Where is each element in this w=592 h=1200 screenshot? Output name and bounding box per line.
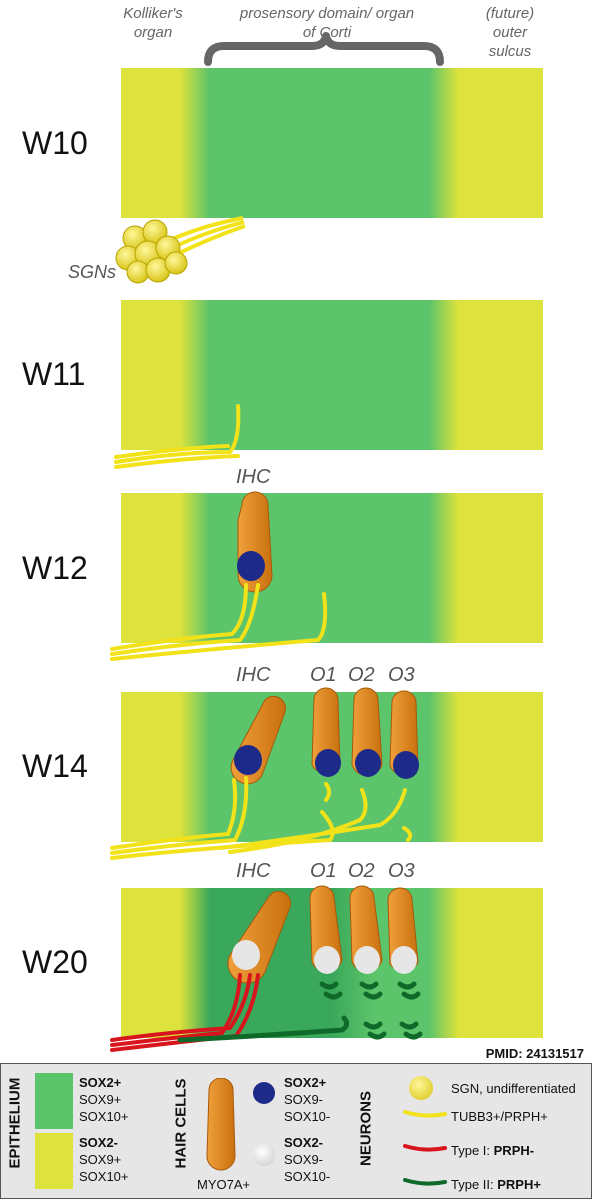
ihc-w12 <box>237 491 273 593</box>
pmid-label: PMID: 24131517 <box>485 1046 584 1061</box>
band-w12 <box>121 493 543 643</box>
week-label-w12: W12 <box>22 550 88 586</box>
legend-type1-text: Type I: PRPH- <box>451 1143 535 1158</box>
legend-green-text: SOX2+ SOX9+ SOX10+ <box>79 1075 129 1124</box>
ihc-w14 <box>230 695 287 785</box>
legend-yellow-text: SOX2- SOX9+ SOX10+ <box>79 1135 129 1184</box>
ohc1-w14 <box>311 687 341 777</box>
type2-neurites-w20 <box>177 981 423 1043</box>
legend-hair-cell-icon <box>206 1078 236 1171</box>
legend-green-swatch <box>35 1073 73 1129</box>
legend-white-text: SOX2- SOX9- SOX10- <box>284 1135 331 1184</box>
ohc1-w20 <box>309 885 343 974</box>
week-label-w10: W10 <box>22 125 88 161</box>
brace-icon <box>204 32 444 66</box>
outer-sulcus-header: (future) outer sulcus <box>485 5 535 60</box>
diagram-canvas <box>110 32 543 1052</box>
ihc-label-w14: IHC <box>236 664 271 686</box>
legend-sgn-icon <box>409 1076 433 1100</box>
legend-epithelium-title: EPITHELIUM <box>6 1077 24 1169</box>
o2-label-w20: O2 <box>348 860 375 882</box>
ohc3-w14 <box>389 690 419 779</box>
band-w10 <box>121 68 543 218</box>
legend-white-nucleus-icon <box>253 1144 275 1166</box>
legend-neuron-lines <box>403 1110 447 1186</box>
ihc-label-w12: IHC <box>236 466 271 488</box>
legend-panel: EPITHELIUM SOX2+ SOX9+ SOX10+ SOX2- SOX9+ SO… <box>0 1063 592 1199</box>
week-label-w11: W11 <box>22 356 86 392</box>
sgns-label: SGNs <box>68 262 117 282</box>
ohc2-w14 <box>351 687 383 777</box>
legend-sgn-text: SGN, undifferentiated <box>451 1081 576 1096</box>
ihc-label-w20: IHC <box>236 860 271 882</box>
neurites-w14 <box>110 776 413 860</box>
legend-yellow-swatch <box>35 1133 73 1189</box>
legend-myo-text: MYO7A+ <box>197 1177 251 1192</box>
week-label-w14: W14 <box>22 748 88 784</box>
o2-label-w14: O2 <box>348 664 375 686</box>
sgn-cluster <box>115 216 246 284</box>
ohc3-w20 <box>387 887 419 974</box>
ohc2-w20 <box>349 885 383 974</box>
o1-label-w20: O1 <box>310 860 337 882</box>
kolliker-header: Kolliker's organ <box>123 5 183 41</box>
legend-blue-nucleus-icon <box>253 1082 275 1104</box>
legend-neurons-title: NEURONS <box>357 1091 375 1167</box>
o3-label-w20: O3 <box>388 860 415 882</box>
o3-label-w14: O3 <box>388 664 415 686</box>
legend-tubb-text: TUBB3+/PRPH+ <box>451 1109 548 1124</box>
week-label-w20: W20 <box>22 944 88 980</box>
band-w11 <box>121 300 543 450</box>
legend-type2-text: Type II: PRPH+ <box>451 1177 541 1192</box>
ihc-w20 <box>227 890 292 984</box>
legend-blue-text: SOX2+ SOX9- SOX10- <box>284 1075 331 1124</box>
o1-label-w14: O1 <box>310 664 337 686</box>
neurites-w11 <box>114 404 241 469</box>
legend-hair-cells-title: HAIR CELLS <box>172 1078 190 1169</box>
neurites-w12 <box>110 583 328 661</box>
